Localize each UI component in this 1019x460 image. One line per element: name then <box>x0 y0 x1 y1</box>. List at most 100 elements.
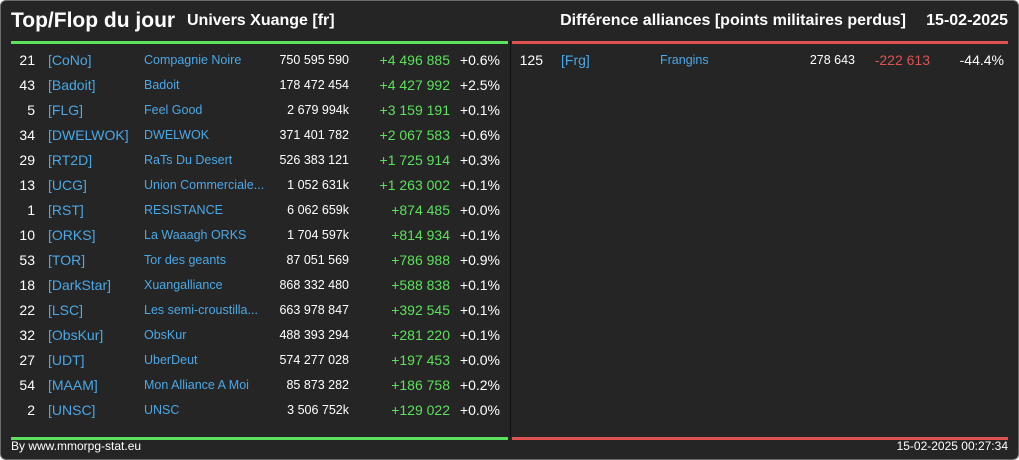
alliance-tag-link[interactable]: [ORKS] <box>48 227 96 243</box>
alliance-name-link[interactable]: Frangins <box>660 53 709 67</box>
rank-cell: 10 <box>19 227 35 243</box>
points-cell: 278 643 <box>809 53 855 67</box>
alliance-tag-link[interactable]: [LSC] <box>48 302 84 318</box>
table-row: 27 [UDT] UberDeut 574 277 028 +197 453 +0.0% <box>11 348 508 373</box>
universe-label: Univers Xuange [fr] <box>187 12 335 29</box>
alliance-tag-link[interactable]: [FLG] <box>48 102 84 118</box>
difference-cell: +814 934 <box>391 227 450 243</box>
points-cell: 526 383 121 <box>279 153 349 167</box>
points-cell: 1 704 597k <box>287 228 349 242</box>
points-cell: 574 277 028 <box>279 353 349 367</box>
percent-cell: +2.5% <box>459 77 500 93</box>
difference-cell: +1 725 914 <box>379 152 450 168</box>
percent-cell: +0.3% <box>459 152 500 168</box>
rank-cell: 53 <box>19 252 35 268</box>
rank-cell: 18 <box>19 277 35 293</box>
difference-cell: +197 453 <box>391 352 450 368</box>
points-cell: 85 873 282 <box>286 378 349 392</box>
table-row: 53 [TOR] Tor des geants 87 051 569 +786 988 +… <box>11 248 508 273</box>
rank-cell: 27 <box>19 352 35 368</box>
difference-cell: +4 496 885 <box>379 52 450 68</box>
alliance-name-link[interactable]: DWELWOK <box>144 128 210 142</box>
alliance-tag-link[interactable]: [TOR] <box>48 252 86 268</box>
table-row: 21 [CoNo] Compagnie Noire 750 595 590 +4 496… <box>11 48 508 73</box>
top-panel: 21 [CoNo] Compagnie Noire 750 595 590 +4 496… <box>11 41 508 440</box>
rank-cell: 29 <box>19 152 35 168</box>
alliance-tag-link[interactable]: [UNSC] <box>48 402 96 418</box>
top-list: 21 [CoNo] Compagnie Noire 750 595 590 +4 496… <box>11 44 508 423</box>
alliance-name-link[interactable]: La Waaagh ORKS <box>144 228 247 242</box>
difference-cell: +3 159 191 <box>379 102 450 118</box>
rank-cell: 32 <box>19 327 35 343</box>
difference-cell: +186 758 <box>391 377 450 393</box>
rank-cell: 2 <box>27 402 35 418</box>
table-row: 29 [RT2D] RaTs Du Desert 526 383 121 +1 725 … <box>11 148 508 173</box>
alliance-tag-link[interactable]: [CoNo] <box>48 52 92 68</box>
difference-cell: -222 613 <box>874 52 930 68</box>
rank-cell: 34 <box>19 127 35 143</box>
page-title: Top/Flop du jour <box>11 9 176 32</box>
difference-cell: +1 263 002 <box>379 177 450 193</box>
points-cell: 2 679 994k <box>287 103 349 117</box>
alliance-name-link[interactable]: UberDeut <box>144 353 198 367</box>
points-cell: 868 332 480 <box>279 278 349 292</box>
difference-cell: +392 545 <box>391 302 450 318</box>
alliance-name-link[interactable]: RaTs Du Desert <box>144 153 233 167</box>
alliance-tag-link[interactable]: [ObsKur] <box>48 327 104 343</box>
alliance-name-link[interactable]: UNSC <box>144 403 180 417</box>
percent-cell: +0.6% <box>459 52 500 68</box>
alliance-tag-link[interactable]: [Frg] <box>561 52 590 68</box>
alliance-tag-link[interactable]: [UDT] <box>48 352 85 368</box>
difference-cell: +588 838 <box>391 277 450 293</box>
subtitle: Différence alliances [points militaires … <box>560 12 906 29</box>
table-row: 54 [MAAM] Mon Alliance A Moi 85 873 282 +186… <box>11 373 508 398</box>
alliance-name-link[interactable]: Mon Alliance A Moi <box>144 378 249 392</box>
difference-cell: +786 988 <box>391 252 450 268</box>
points-cell: 371 401 782 <box>279 128 349 142</box>
alliance-tag-link[interactable]: [DWELWOK] <box>48 127 129 143</box>
flop-panel: 125 [Frg] Frangins 278 643 -222 613 -44.4% <box>512 41 1008 440</box>
alliance-name-link[interactable]: RESISTANCE <box>144 203 223 217</box>
table-row: 32 [ObsKur] ObsKur 488 393 294 +281 220 +0.1% <box>11 323 508 348</box>
percent-cell: +0.1% <box>459 327 500 343</box>
points-cell: 1 052 631k <box>287 178 349 192</box>
percent-cell: +0.0% <box>459 352 500 368</box>
footer-credit[interactable]: By www.mmorpg-stat.eu <box>11 439 142 453</box>
percent-cell: -44.4% <box>959 52 1004 68</box>
rank-cell: 43 <box>19 77 35 93</box>
points-cell: 178 472 454 <box>279 78 349 92</box>
rank-cell: 13 <box>19 177 35 193</box>
alliance-name-link[interactable]: Xuangalliance <box>144 278 223 292</box>
alliance-tag-link[interactable]: [RST] <box>48 202 84 218</box>
alliance-name-link[interactable]: Les semi-croustilla... <box>144 303 258 317</box>
footer-timestamp: 15-02-2025 00:27:34 <box>896 439 1008 453</box>
alliance-tag-link[interactable]: [MAAM] <box>48 377 98 393</box>
percent-cell: +0.1% <box>459 102 500 118</box>
alliance-name-link[interactable]: Compagnie Noire <box>144 53 242 67</box>
difference-cell: +2 067 583 <box>379 127 450 143</box>
alliance-tag-link[interactable]: [UCG] <box>48 177 87 193</box>
difference-cell: +281 220 <box>391 327 450 343</box>
points-cell: 663 978 847 <box>279 303 349 317</box>
percent-cell: +0.0% <box>459 202 500 218</box>
difference-cell: +874 485 <box>391 202 450 218</box>
alliance-name-link[interactable]: Union Commerciale... <box>144 178 265 192</box>
points-cell: 6 062 659k <box>287 203 349 217</box>
percent-cell: +0.0% <box>459 402 500 418</box>
table-row: 5 [FLG] Feel Good 2 679 994k +3 159 191 +0.1% <box>11 98 508 123</box>
alliance-name-link[interactable]: Tor des geants <box>144 253 226 267</box>
points-cell: 488 393 294 <box>279 328 349 342</box>
header-date: 15-02-2025 <box>926 12 1008 29</box>
percent-cell: +0.1% <box>459 177 500 193</box>
table-row: 13 [UCG] Union Commerciale... 1 052 631k +1 … <box>11 173 508 198</box>
percent-cell: +0.6% <box>459 127 500 143</box>
alliance-name-link[interactable]: Badoit <box>144 78 180 92</box>
alliance-name-link[interactable]: Feel Good <box>144 103 203 117</box>
rank-cell: 22 <box>19 302 35 318</box>
alliance-name-link[interactable]: ObsKur <box>144 328 187 342</box>
alliance-tag-link[interactable]: [Badoit] <box>48 77 96 93</box>
alliance-tag-link[interactable]: [RT2D] <box>48 152 93 168</box>
rank-cell: 54 <box>19 377 35 393</box>
alliance-tag-link[interactable]: [DarkStar] <box>48 277 112 293</box>
points-cell: 750 595 590 <box>279 53 349 67</box>
